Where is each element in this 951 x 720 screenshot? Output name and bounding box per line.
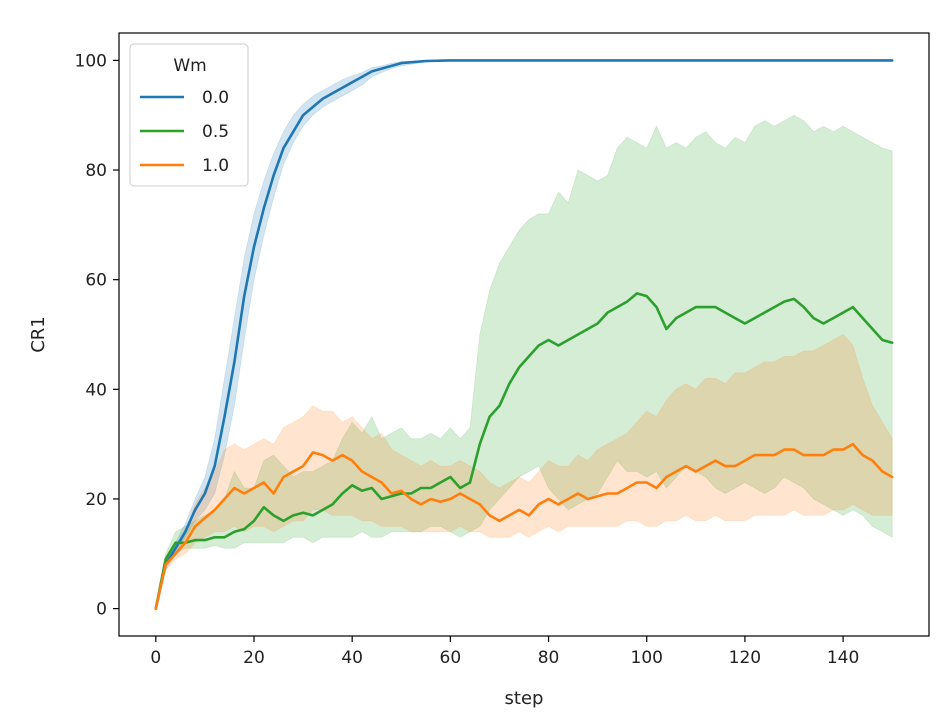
x-tick-label: 0	[150, 648, 161, 668]
y-axis-label: CR1	[28, 316, 49, 353]
legend-box	[129, 43, 249, 187]
legend-items: 0.0 0.5 1.0	[140, 88, 229, 176]
legend-title: Wm	[173, 56, 206, 76]
plot-frame	[118, 32, 930, 637]
series-lines	[154, 59, 894, 610]
band-series-0	[155, 60, 893, 609]
x-tick-label: 100	[631, 648, 663, 668]
legend: Wm 0.0 0.5 1.0	[129, 43, 249, 187]
y-tick-label: 60	[85, 271, 107, 291]
x-tick-label: 80	[538, 648, 560, 668]
y-tick-label: 40	[85, 380, 107, 400]
y-tick-label: 0	[96, 600, 107, 620]
legend-label-0: 0.0	[202, 88, 229, 108]
line-series-1	[154, 292, 894, 610]
y-tick-label: 20	[85, 490, 107, 510]
x-tick-label: 20	[243, 648, 265, 668]
legend-label-2: 1.0	[202, 156, 229, 176]
y-tick-label: 100	[75, 51, 107, 71]
y-tick-label: 80	[85, 161, 107, 181]
line-series-0	[154, 59, 894, 610]
x-tick-label: 120	[729, 648, 761, 668]
x-axis-label: step	[505, 688, 544, 709]
y-axis-ticks: 0 20 40 60 80 100	[75, 51, 119, 620]
x-tick-label: 140	[827, 648, 859, 668]
x-tick-label: 40	[341, 648, 363, 668]
legend-label-1: 0.5	[202, 122, 229, 142]
x-axis-ticks: 0 20 40 60 80 100 120 140	[150, 636, 859, 668]
line-series-2	[154, 442, 894, 610]
x-tick-label: 60	[440, 648, 462, 668]
